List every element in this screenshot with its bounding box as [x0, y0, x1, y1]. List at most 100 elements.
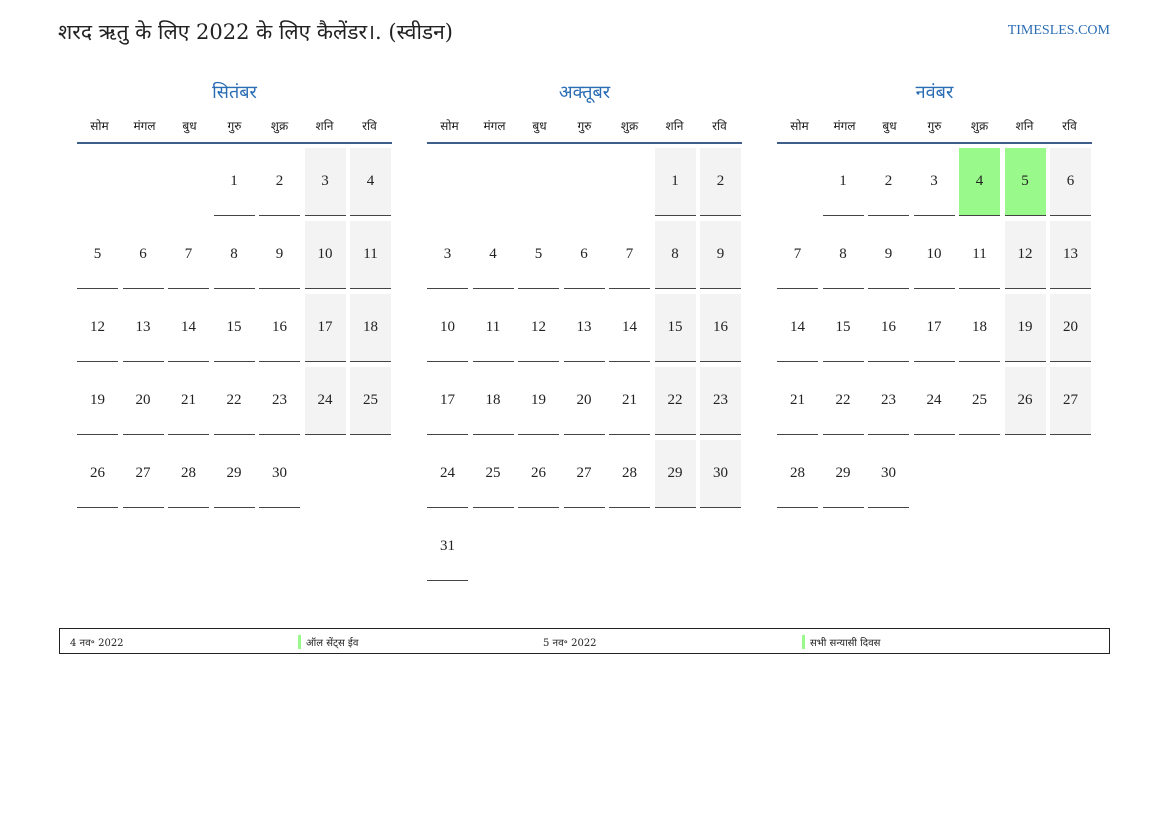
day-cell[interactable]: 27: [1050, 367, 1091, 435]
day-cell[interactable]: 2: [259, 148, 300, 216]
day-cell[interactable]: 20: [1050, 294, 1091, 362]
day-cell[interactable]: 2: [868, 148, 909, 216]
day-cell[interactable]: 15: [822, 294, 864, 362]
day-cell[interactable]: 4: [350, 148, 391, 216]
day-cell[interactable]: 26: [518, 440, 559, 508]
day-cell[interactable]: 25: [959, 367, 1000, 435]
day-cell[interactable]: 18: [472, 367, 514, 435]
day-cell[interactable]: 16: [259, 294, 300, 362]
legend-date: 4 नव॰ 2022: [70, 638, 124, 649]
day-cell[interactable]: 25: [350, 367, 391, 435]
day-cell[interactable]: 11: [959, 221, 1000, 289]
empty-cell: [168, 148, 209, 215]
day-cell[interactable]: 21: [168, 367, 209, 435]
day-cell[interactable]: 24: [427, 440, 468, 508]
day-cell[interactable]: 14: [777, 294, 818, 362]
day-cell[interactable]: 31: [427, 513, 468, 581]
day-cell[interactable]: 20: [122, 367, 164, 435]
day-cell[interactable]: 17: [304, 294, 346, 362]
day-cell[interactable]: 15: [213, 294, 255, 362]
day-cell[interactable]: 29: [213, 440, 255, 508]
day-cell[interactable]: 18: [350, 294, 391, 362]
day-cell[interactable]: 29: [654, 440, 696, 508]
weekday-label: शनि: [665, 118, 684, 133]
day-cell[interactable]: 27: [563, 440, 605, 508]
day-cell[interactable]: 14: [168, 294, 209, 362]
empty-cell: [77, 148, 118, 215]
day-cell[interactable]: 19: [77, 367, 118, 435]
weekday-label: शनि: [315, 118, 334, 133]
day-cell[interactable]: 11: [472, 294, 514, 362]
day-cell[interactable]: 23: [868, 367, 909, 435]
day-cell[interactable]: 14: [609, 294, 650, 362]
day-cell[interactable]: 12: [1004, 221, 1046, 289]
day-cell[interactable]: 7: [777, 221, 818, 289]
day-cell[interactable]: 3: [913, 148, 955, 216]
day-cell[interactable]: 30: [700, 440, 741, 508]
page-title: शरद ऋतु के लिए 2022 के लिए कैलेंडर।. (स्…: [58, 20, 453, 44]
day-cell[interactable]: 6: [563, 221, 605, 289]
day-cell[interactable]: 3: [304, 148, 346, 216]
day-cell[interactable]: 20: [563, 367, 605, 435]
day-cell[interactable]: 23: [259, 367, 300, 435]
day-cell[interactable]: 11: [350, 221, 391, 289]
day-cell[interactable]: 5: [1004, 148, 1046, 216]
empty-cell: [609, 148, 650, 215]
day-cell[interactable]: 21: [777, 367, 818, 435]
day-cell[interactable]: 1: [213, 148, 255, 216]
day-cell[interactable]: 30: [868, 440, 909, 508]
day-cell[interactable]: 10: [427, 294, 468, 362]
day-cell[interactable]: 13: [122, 294, 164, 362]
day-cell[interactable]: 24: [913, 367, 955, 435]
day-cell[interactable]: 8: [654, 221, 696, 289]
site-link[interactable]: TIMESLES.COM: [1007, 23, 1110, 38]
day-cell[interactable]: 25: [472, 440, 514, 508]
day-cell[interactable]: 1: [822, 148, 864, 216]
day-cell[interactable]: 9: [259, 221, 300, 289]
day-cell[interactable]: 19: [1004, 294, 1046, 362]
day-cell[interactable]: 12: [518, 294, 559, 362]
day-cell[interactable]: 9: [868, 221, 909, 289]
day-cell[interactable]: 8: [213, 221, 255, 289]
day-cell[interactable]: 18: [959, 294, 1000, 362]
day-cell[interactable]: 10: [913, 221, 955, 289]
day-cell[interactable]: 27: [122, 440, 164, 508]
day-cell[interactable]: 22: [213, 367, 255, 435]
day-cell[interactable]: 5: [518, 221, 559, 289]
day-cell[interactable]: 6: [1050, 148, 1091, 216]
day-cell[interactable]: 30: [259, 440, 300, 508]
day-cell[interactable]: 12: [77, 294, 118, 362]
day-cell[interactable]: 7: [609, 221, 650, 289]
day-cell[interactable]: 8: [822, 221, 864, 289]
day-cell[interactable]: 26: [77, 440, 118, 508]
day-cell[interactable]: 17: [913, 294, 955, 362]
day-cell[interactable]: 10: [304, 221, 346, 289]
weekday-header: सोम मंगल बुध गुरु शुक्र शनि रवि: [777, 108, 1092, 144]
day-cell[interactable]: 23: [700, 367, 741, 435]
day-cell[interactable]: 28: [609, 440, 650, 508]
day-cell[interactable]: 15: [654, 294, 696, 362]
day-cell[interactable]: 1: [654, 148, 696, 216]
day-cell[interactable]: 29: [822, 440, 864, 508]
day-cell[interactable]: 3: [427, 221, 468, 289]
day-cell[interactable]: 17: [427, 367, 468, 435]
day-cell[interactable]: 22: [654, 367, 696, 435]
day-cell[interactable]: 28: [168, 440, 209, 508]
day-cell[interactable]: 22: [822, 367, 864, 435]
day-cell[interactable]: 21: [609, 367, 650, 435]
day-cell[interactable]: 28: [777, 440, 818, 508]
day-cell[interactable]: 9: [700, 221, 741, 289]
day-cell[interactable]: 16: [700, 294, 741, 362]
day-cell[interactable]: 13: [1050, 221, 1091, 289]
day-cell[interactable]: 2: [700, 148, 741, 216]
day-cell[interactable]: 19: [518, 367, 559, 435]
day-cell[interactable]: 7: [168, 221, 209, 289]
day-cell[interactable]: 4: [959, 148, 1000, 216]
day-cell[interactable]: 13: [563, 294, 605, 362]
day-cell[interactable]: 24: [304, 367, 346, 435]
day-cell[interactable]: 4: [472, 221, 514, 289]
day-cell[interactable]: 6: [122, 221, 164, 289]
day-cell[interactable]: 26: [1004, 367, 1046, 435]
day-cell[interactable]: 5: [77, 221, 118, 289]
day-cell[interactable]: 16: [868, 294, 909, 362]
